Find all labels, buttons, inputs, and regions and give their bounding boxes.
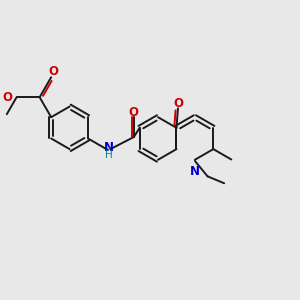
Text: O: O [129, 106, 139, 118]
Text: O: O [48, 65, 58, 79]
Text: O: O [3, 91, 13, 104]
Text: N: N [190, 165, 200, 178]
Text: N: N [103, 141, 114, 154]
Text: H: H [105, 150, 112, 160]
Text: O: O [173, 97, 183, 110]
